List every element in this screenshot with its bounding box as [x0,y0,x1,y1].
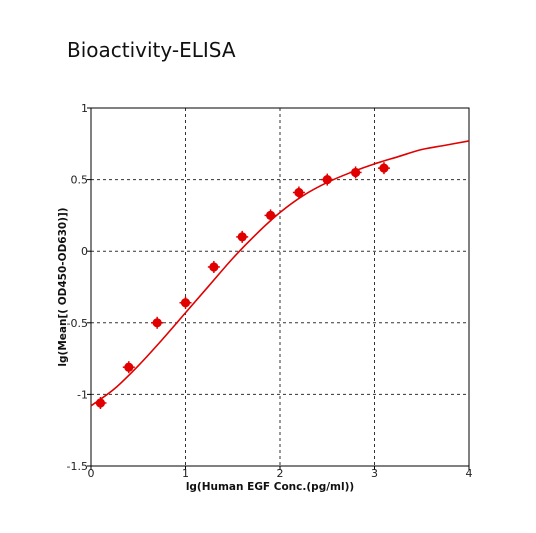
x-axis-label: lg(Human EGF Conc.(pg/ml)) [186,481,354,493]
x-tick-label: 4 [466,467,473,480]
y-axis-label: lg(Mean[( OD450-OD630)]) [57,207,69,366]
fit-curve-group [90,140,470,407]
y-tick-label: 0 [81,245,88,258]
y-tick-label: -1.5 [67,460,88,473]
x-tick-label: 3 [371,467,378,480]
y-tick-label: -1 [77,388,88,401]
data-points [94,162,390,409]
grid-lines [91,108,469,466]
axis-ticks: 0 1 2 3 4 1 0.5 0 -0.5 -1 -1.5 [67,102,473,480]
y-tick-label: -0.5 [67,317,88,330]
y-tick-label: 1 [81,102,88,115]
fit-curve [90,140,470,407]
chart-title: Bioactivity-ELISA [67,38,236,62]
x-tick-label: 1 [182,467,189,480]
y-tick-label: 0.5 [71,174,89,187]
plot-frame [90,107,470,467]
x-tick-label: 2 [277,467,284,480]
x-tick-label: 0 [88,467,95,480]
